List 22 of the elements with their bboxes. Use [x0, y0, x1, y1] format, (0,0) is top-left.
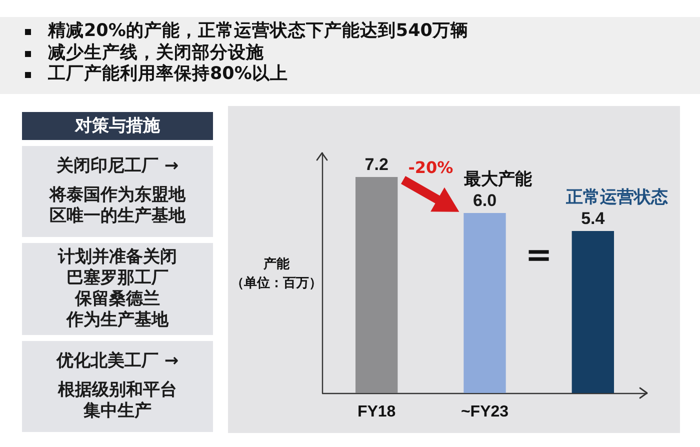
text: 作为生产基地 — [66, 310, 168, 331]
text: 计划并准备关闭 — [58, 246, 177, 268]
text: 将泰国作为东盟地区唯一的生产基地 — [48, 185, 187, 228]
text: 关闭印尼工厂 → — [56, 156, 179, 178]
y-axis-title: 产能（单位：百万） — [231, 256, 322, 290]
text: 减少生产线，关闭部分设施 — [48, 42, 264, 62]
text: 巴塞罗那工厂 — [66, 268, 168, 289]
annotation: 最大产能 — [464, 170, 532, 190]
data-label: 7.2 — [364, 155, 388, 174]
text: 精减20%的产能，正常运营状态下产能达到540万辆 — [48, 21, 468, 41]
text: 根据级别和平台集中生产 — [56, 380, 178, 422]
text: 对策与措施 — [22, 112, 213, 140]
annotation: = — [525, 236, 552, 274]
data-label: 6.0 — [472, 191, 497, 210]
data-label: 5.4 — [581, 209, 606, 228]
text: 保留桑德兰 — [75, 288, 160, 310]
x-tick-label: FY18 — [357, 404, 396, 420]
annotation: 正常运营状态 — [566, 188, 668, 208]
x-tick-label: ~FY23 — [460, 404, 509, 420]
annotation: -20% — [408, 158, 454, 178]
text: 工厂产能利用率保持80%以上 — [48, 64, 288, 84]
text: 优化北美工厂 → — [56, 350, 179, 372]
